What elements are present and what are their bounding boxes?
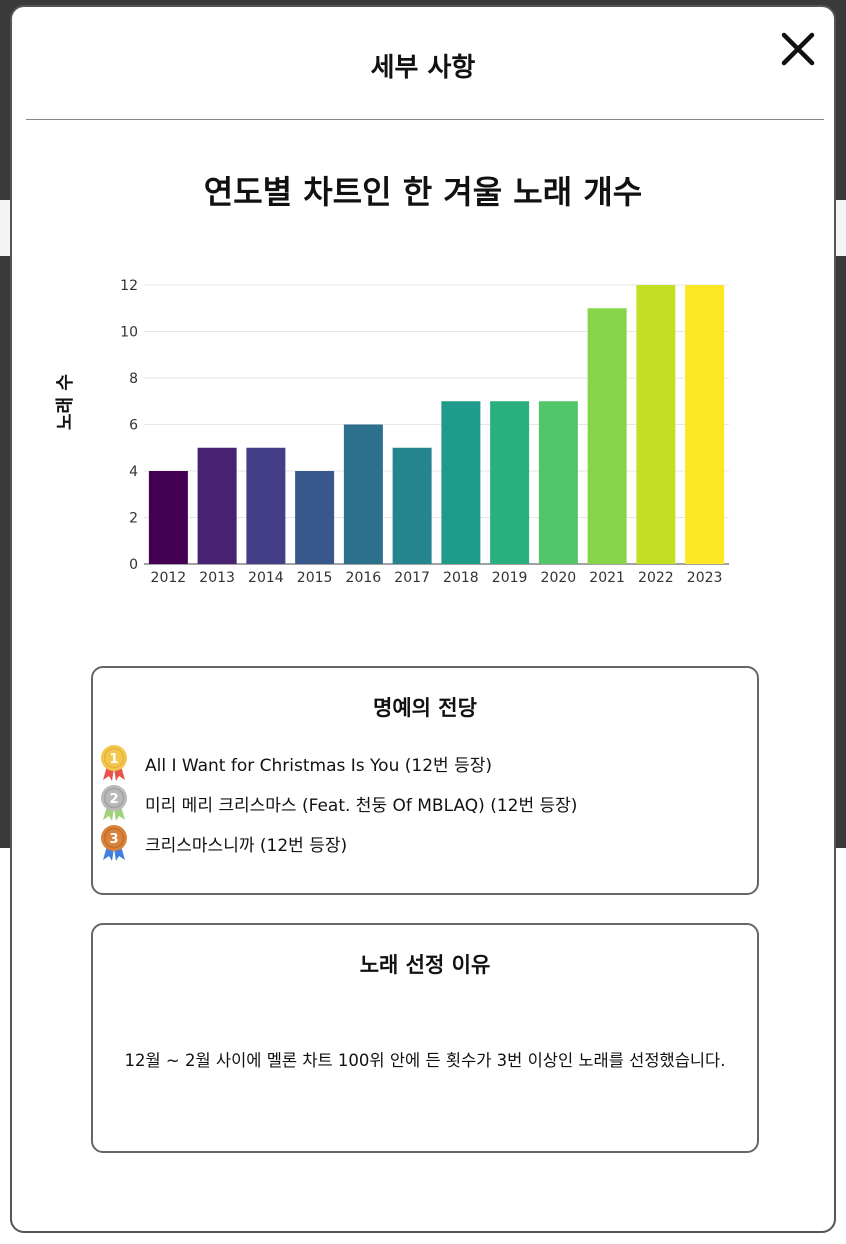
header-divider — [26, 119, 824, 120]
bar — [392, 447, 432, 564]
y-tick-label: 0 — [129, 557, 138, 573]
selection-reason-card: 노래 선정 이유 12월 ~ 2월 사이에 멜론 차트 100위 안에 든 횟수… — [91, 923, 759, 1153]
x-tick-label: 2016 — [346, 570, 382, 586]
bar — [636, 285, 676, 564]
hall-item-label: 크리스마스니까 (12번 등장) — [145, 836, 348, 856]
medal-rank: 1 — [109, 752, 118, 767]
y-tick-label: 2 — [129, 511, 138, 527]
bar — [148, 471, 188, 564]
bar — [197, 447, 237, 564]
hall-item-3: 3 크리스마스니까 (12번 등장) — [99, 824, 739, 864]
selection-reason-text: 12월 ~ 2월 사이에 멜론 차트 100위 안에 든 횟수가 3번 이상인 … — [124, 1051, 726, 1070]
hall-of-fame-title: 명예의 전당 — [373, 696, 477, 720]
y-tick-label: 6 — [129, 418, 138, 434]
y-tick-label: 4 — [129, 464, 138, 480]
y-tick-label: 8 — [129, 371, 138, 387]
close-icon — [781, 32, 815, 66]
bar-chart: 0 2 4 6 8 10 12 2012 2013 2014 2015 2016 2017 2018 201… — [120, 278, 729, 586]
x-tick-label: 2021 — [589, 570, 625, 586]
bar — [538, 401, 578, 564]
selection-reason-title: 노래 선정 이유 — [359, 953, 491, 977]
x-tick-label: 2015 — [297, 570, 333, 586]
silver-medal-icon: 2 — [101, 785, 127, 821]
bar — [441, 401, 481, 564]
y-tick-label: 10 — [120, 325, 138, 341]
close-button[interactable] — [778, 29, 818, 69]
x-tick-label: 2017 — [394, 570, 430, 586]
hall-item-1: 1 All I Want for Christmas Is You (12번 등… — [99, 744, 739, 784]
hall-item-label: All I Want for Christmas Is You (12번 등장) — [145, 756, 492, 776]
y-tick-label: 12 — [120, 278, 138, 294]
hall-of-fame-card: 명예의 전당 1 All I Want for Christmas Is You… — [91, 666, 759, 895]
chart-title: 연도별 차트인 한 겨울 노래 개수 — [203, 173, 643, 211]
gold-medal-icon: 1 — [101, 745, 127, 781]
x-tick-label: 2014 — [248, 570, 284, 586]
bar — [246, 447, 286, 564]
medal-rank: 3 — [109, 832, 118, 847]
x-tick-label: 2022 — [638, 570, 674, 586]
bar — [295, 471, 335, 564]
medal-rank: 2 — [109, 792, 118, 807]
x-tick-label: 2018 — [443, 570, 479, 586]
hall-item-label: 미리 메리 크리스마스 (Feat. 천둥 Of MBLAQ) (12번 등장) — [145, 796, 578, 816]
bronze-medal-icon: 3 — [101, 825, 127, 861]
x-tick-label: 2019 — [492, 570, 528, 586]
bar — [343, 424, 383, 564]
x-tick-label: 2020 — [541, 570, 577, 586]
bar — [587, 308, 627, 564]
x-tick-label: 2013 — [199, 570, 235, 586]
hall-item-2: 2 미리 메리 크리스마스 (Feat. 천둥 Of MBLAQ) (12번 등… — [99, 784, 739, 824]
bar — [685, 285, 725, 564]
chart-y-axis-label: 노래 수 — [55, 374, 76, 430]
x-tick-label: 2023 — [687, 570, 723, 586]
bar — [490, 401, 530, 564]
details-modal: 세부 사항 연도별 차트인 한 겨울 노래 개수 노래 수 0 2 4 6 8 10 12 2… — [10, 5, 836, 1233]
modal-title: 세부 사항 — [370, 53, 476, 83]
x-tick-label: 2012 — [151, 570, 187, 586]
